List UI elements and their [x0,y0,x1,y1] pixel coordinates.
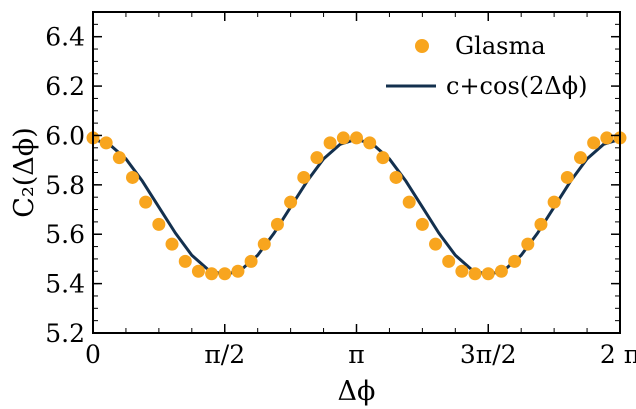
y-tick-label-0: 5.2 [45,319,85,348]
legend: Glasma c+cos(2Δϕ) [386,32,587,100]
glasma-point-22 [376,151,390,165]
y-tick-label-1: 5.4 [45,270,85,299]
glasma-point-35 [547,195,561,209]
glasma-point-2 [112,151,126,165]
legend-marker-glasma [415,39,429,53]
y-tick-label-4: 6.0 [45,121,85,150]
y-tick-label-5: 6.2 [45,72,85,101]
glasma-point-3 [126,170,139,184]
glasma-point-19 [336,131,350,145]
glasma-point-17 [310,151,324,165]
glasma-point-21 [363,136,377,150]
glasma-point-10 [218,267,232,281]
glasma-point-13 [257,237,271,251]
glasma-point-33 [521,237,535,251]
glasma-point-24 [402,195,416,209]
glasma-point-5 [152,217,166,231]
glasma-point-25 [415,217,429,231]
glasma-point-30 [481,267,495,281]
glasma-point-16 [297,170,311,184]
glasma-point-23 [389,170,403,184]
glasma-point-14 [270,217,284,231]
legend-label-fit: c+cos(2Δϕ) [446,72,587,100]
glasma-point-37 [573,151,587,165]
glasma-point-28 [455,264,469,278]
x-axis-label: Δϕ [338,376,376,407]
x-tick-label-4: 2 π [600,340,636,369]
data-points-layer [86,131,627,281]
glasma-point-20 [350,131,364,145]
glasma-point-38 [587,136,601,150]
glasma-point-15 [284,195,298,209]
x-tick-label-3: 3π/2 [460,340,517,369]
y-tick-label-3: 5.8 [45,171,85,200]
plot-frame [92,11,621,334]
ticks-layer: 0 π/2 π 3π/2 2 π 5.2 5.4 5.6 5.8 6.0 6.2 6.4 [45,11,636,369]
glasma-point-31 [494,264,508,278]
glasma-point-34 [534,217,548,231]
x-tick-label-2: π [348,340,364,369]
glasma-point-12 [244,254,258,268]
glasma-point-29 [468,267,482,281]
x-tick-label-1: π/2 [204,340,245,369]
y-tick-label-2: 5.6 [45,220,85,249]
legend-label-glasma: Glasma [455,32,546,60]
glasma-point-18 [323,136,337,150]
glasma-point-36 [560,170,574,184]
glasma-point-6 [165,237,179,251]
y-tick-label-6: 6.4 [45,23,85,52]
glasma-point-32 [508,254,522,268]
glasma-point-1 [99,136,113,150]
glasma-point-8 [191,264,205,278]
glasma-point-39 [600,131,614,145]
x-tick-label-0: 0 [85,340,101,369]
glasma-point-7 [178,254,192,268]
y-axis-label: C₂(Δϕ) [9,127,40,217]
glasma-point-9 [205,267,219,281]
glasma-point-11 [231,264,245,278]
glasma-point-4 [139,195,153,209]
glasma-point-27 [442,254,456,268]
glasma-point-26 [429,237,443,251]
